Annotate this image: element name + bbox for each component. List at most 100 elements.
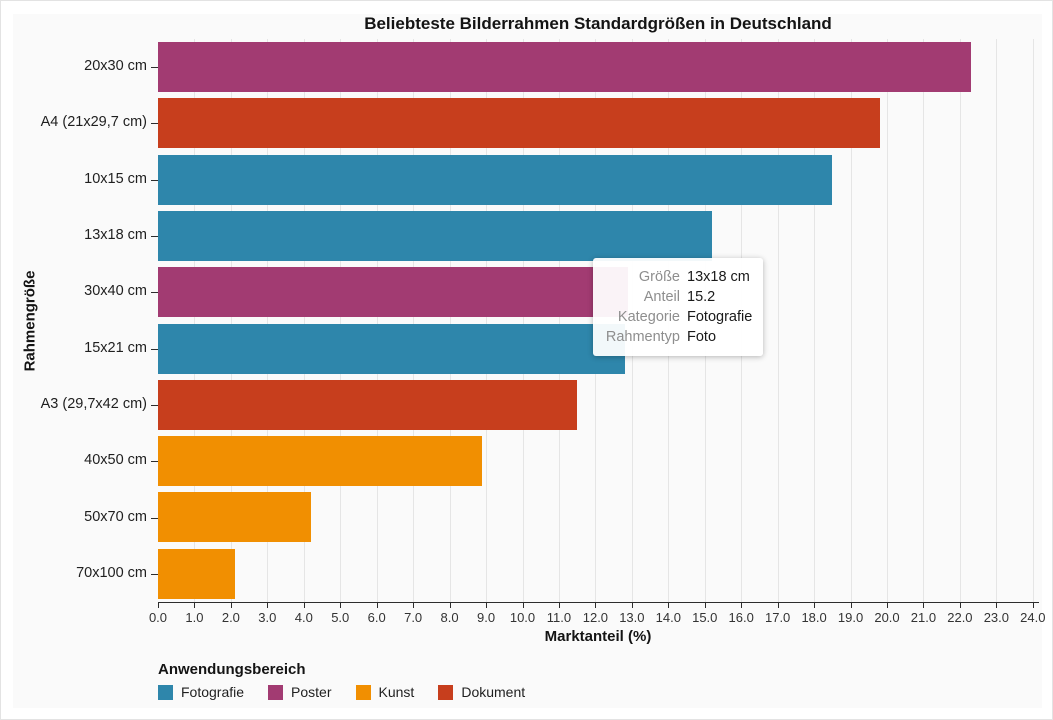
y-tick xyxy=(151,461,158,463)
tooltip-row: Kategorie Fotografie xyxy=(601,307,752,327)
x-tick xyxy=(777,603,779,608)
x-tick xyxy=(996,603,998,608)
bar-13x18-cm[interactable] xyxy=(158,210,713,261)
bar-50x70-cm[interactable] xyxy=(158,492,312,543)
bar-a4-21x29-7-cm[interactable] xyxy=(158,98,880,149)
tooltip-field-label: Anteil xyxy=(643,289,680,305)
chart-title: Beliebteste Bilderrahmen Standardgrößen … xyxy=(364,14,832,33)
y-tick xyxy=(151,404,158,406)
x-tick xyxy=(704,603,706,608)
tooltip-field-value: Foto xyxy=(687,329,717,345)
legend-swatch-fotografie xyxy=(158,684,173,700)
x-tick-label: 15.0 xyxy=(692,610,718,625)
legend-item-dokument[interactable]: Dokument xyxy=(438,684,525,700)
x-tick xyxy=(230,603,232,608)
x-axis-title: Marktanteil (%) xyxy=(544,628,652,645)
gridline xyxy=(340,39,342,602)
gridline xyxy=(814,39,816,602)
y-tick xyxy=(151,517,158,519)
legend-item-kunst[interactable]: Kunst xyxy=(355,684,415,700)
y-tick xyxy=(151,573,158,575)
gridline xyxy=(777,39,779,602)
gridline xyxy=(486,39,488,602)
x-tick-label: 2.0 xyxy=(221,610,240,625)
x-tick-label: 16.0 xyxy=(728,610,754,625)
y-axis-category-label: A4 (21x29,7 cm) xyxy=(40,114,147,131)
x-tick-label: 8.0 xyxy=(440,610,459,625)
tooltip-row: Anteil 15.2 xyxy=(601,287,751,307)
gridline xyxy=(887,39,888,602)
x-tick-label: 3.0 xyxy=(258,610,277,625)
tooltip-field-value: 13x18 cm xyxy=(687,269,750,285)
gridline xyxy=(959,39,961,602)
bar-a3-29-7x42-cm[interactable] xyxy=(158,379,578,430)
bar-20x30-cm[interactable] xyxy=(158,42,971,92)
x-tick xyxy=(413,603,415,608)
bar-30x40-cm[interactable] xyxy=(158,267,629,318)
legend-item-poster[interactable]: Poster xyxy=(268,684,332,700)
legend-title: Anwendungsbereich xyxy=(158,661,306,678)
gridline xyxy=(850,39,852,602)
x-tick xyxy=(923,603,925,608)
y-tick xyxy=(151,292,158,294)
bar-70x100-cm[interactable] xyxy=(158,548,235,599)
x-tick xyxy=(376,603,378,608)
legend-label: Kunst xyxy=(378,684,415,700)
tooltip: Größe 13x18 cm Anteil 15.2 Kategorie Fotograf… xyxy=(593,258,763,356)
legend-item-fotografie[interactable]: Fotografie xyxy=(158,684,244,700)
y-axis-category-label: A3 (29,7x42 cm) xyxy=(40,395,147,412)
x-tick xyxy=(595,603,597,608)
tooltip-field-label: Rahmentyp xyxy=(605,329,680,345)
x-tick xyxy=(449,603,451,608)
x-tick-label: 22.0 xyxy=(947,610,973,625)
x-tick xyxy=(959,603,961,608)
tooltip-field-label: Kategorie xyxy=(617,309,680,325)
x-tick-label: 10.0 xyxy=(509,610,536,625)
y-tick xyxy=(151,236,158,238)
y-axis-category-label: 15x21 cm xyxy=(84,339,147,356)
x-tick-label: 21.0 xyxy=(910,610,937,625)
gridline xyxy=(230,39,232,602)
bar-40x50-cm[interactable] xyxy=(158,436,483,487)
gridline xyxy=(303,39,305,602)
x-tick xyxy=(887,603,888,608)
legend: Fotografie Poster Kunst Dokument xyxy=(158,684,525,700)
x-tick-label: 9.0 xyxy=(477,610,496,625)
x-tick-label: 18.0 xyxy=(801,610,827,625)
x-tick xyxy=(340,603,342,608)
legend-swatch-dokument xyxy=(438,684,454,700)
x-tick xyxy=(486,603,488,608)
gridline xyxy=(1032,39,1034,602)
legend-label: Fotografie xyxy=(181,684,245,700)
gridline xyxy=(923,39,925,602)
y-tick xyxy=(151,67,158,69)
y-axis-title: Rahmengröße xyxy=(21,270,39,372)
x-tick xyxy=(522,603,524,608)
y-tick xyxy=(151,123,158,125)
x-tick-label: 1.0 xyxy=(185,610,204,625)
x-tick-label: 17.0 xyxy=(764,610,791,625)
gridline xyxy=(558,39,560,602)
x-tick xyxy=(303,603,305,608)
x-tick xyxy=(267,603,269,608)
x-tick xyxy=(814,603,816,608)
gridline xyxy=(267,39,269,602)
bar-10x15-cm[interactable] xyxy=(158,154,833,205)
x-tick-label: 0.0 xyxy=(148,610,168,625)
x-tick-label: 12.0 xyxy=(582,610,609,625)
y-tick xyxy=(151,348,158,350)
x-tick xyxy=(631,603,633,608)
x-tick-label: 14.0 xyxy=(655,610,681,625)
gridline xyxy=(996,39,998,602)
x-axis-line xyxy=(158,602,1039,603)
tooltip-row: Größe 13x18 cm xyxy=(601,267,751,287)
x-tick-label: 19.0 xyxy=(837,610,864,625)
bar-15x21-cm[interactable] xyxy=(158,323,625,374)
gridline xyxy=(522,39,524,602)
x-tick xyxy=(1032,603,1034,608)
tooltip-row: Rahmentyp Foto xyxy=(601,327,751,347)
x-tick xyxy=(194,603,196,608)
gridline xyxy=(376,39,378,602)
tooltip-field-label: Größe xyxy=(638,269,680,285)
